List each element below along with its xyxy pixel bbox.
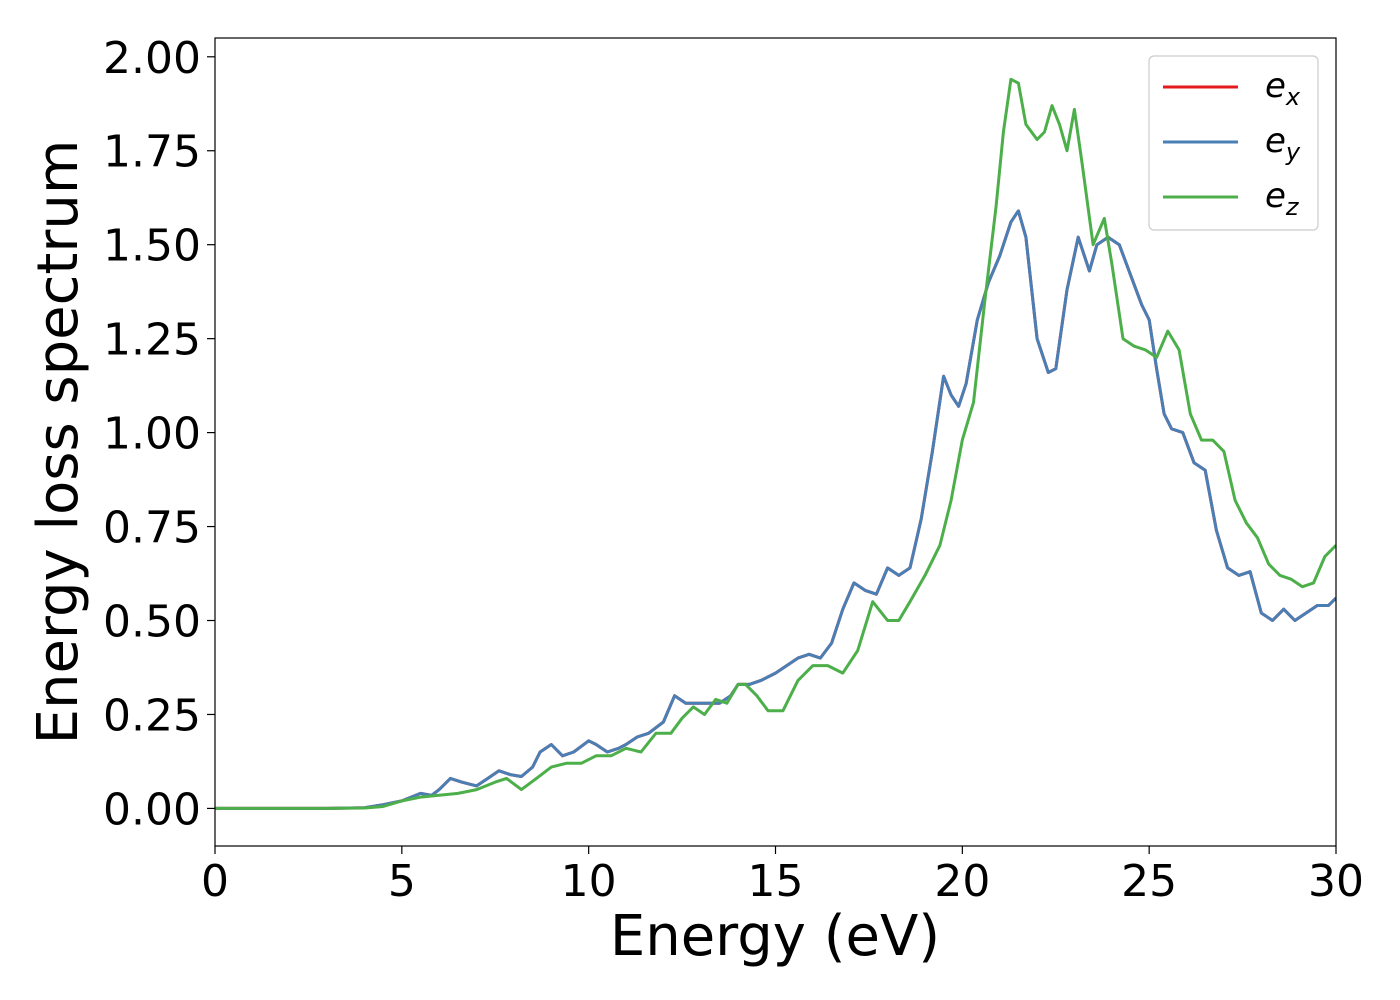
y-tick-label: 1.00 [103,409,201,460]
y-tick-label: 0.75 [103,503,201,554]
series-lines [215,77,1336,810]
x-tick-label: 0 [201,856,229,907]
x-tick-label: 30 [1308,856,1364,907]
legend-label-e-z: ez [1265,176,1300,221]
y-tick-label: 1.50 [103,221,201,272]
y-tick-label: 0.25 [103,690,201,741]
x-axis-title: Energy (eV) [610,904,940,969]
y-tick-label: 0.50 [103,597,201,648]
legend-label-main: e [1265,66,1286,106]
legend-label-subscript: y [1285,138,1301,166]
x-axis: 0 5 10 15 20 25 30 [201,846,1364,907]
x-tick-label: 5 [388,856,416,907]
series-line-e-z [215,77,1336,810]
y-axis: 0.00 0.25 0.50 0.75 1.00 1.25 1.50 1.75 2.00 [103,33,215,835]
y-tick-label: 0.00 [103,784,201,835]
legend-label-subscript: z [1285,193,1300,221]
x-tick-label: 20 [934,856,990,907]
y-tick-label: 1.25 [103,315,201,366]
legend-label-e-x: ex [1265,66,1301,111]
x-tick-label: 15 [748,856,804,907]
series-line-e-x [215,209,1336,810]
legend-label-main: e [1265,121,1286,161]
legend-label-main: e [1265,176,1286,216]
y-tick-label: 1.75 [103,127,201,178]
legend-label-subscript: x [1285,83,1301,111]
y-axis-title: Energy loss spectrum [26,140,91,745]
y-tick-label: 2.00 [103,33,201,84]
x-tick-label: 25 [1121,856,1177,907]
series-line-e-y [215,209,1336,810]
x-tick-label: 10 [561,856,617,907]
legend-label-e-y: ey [1265,121,1301,166]
